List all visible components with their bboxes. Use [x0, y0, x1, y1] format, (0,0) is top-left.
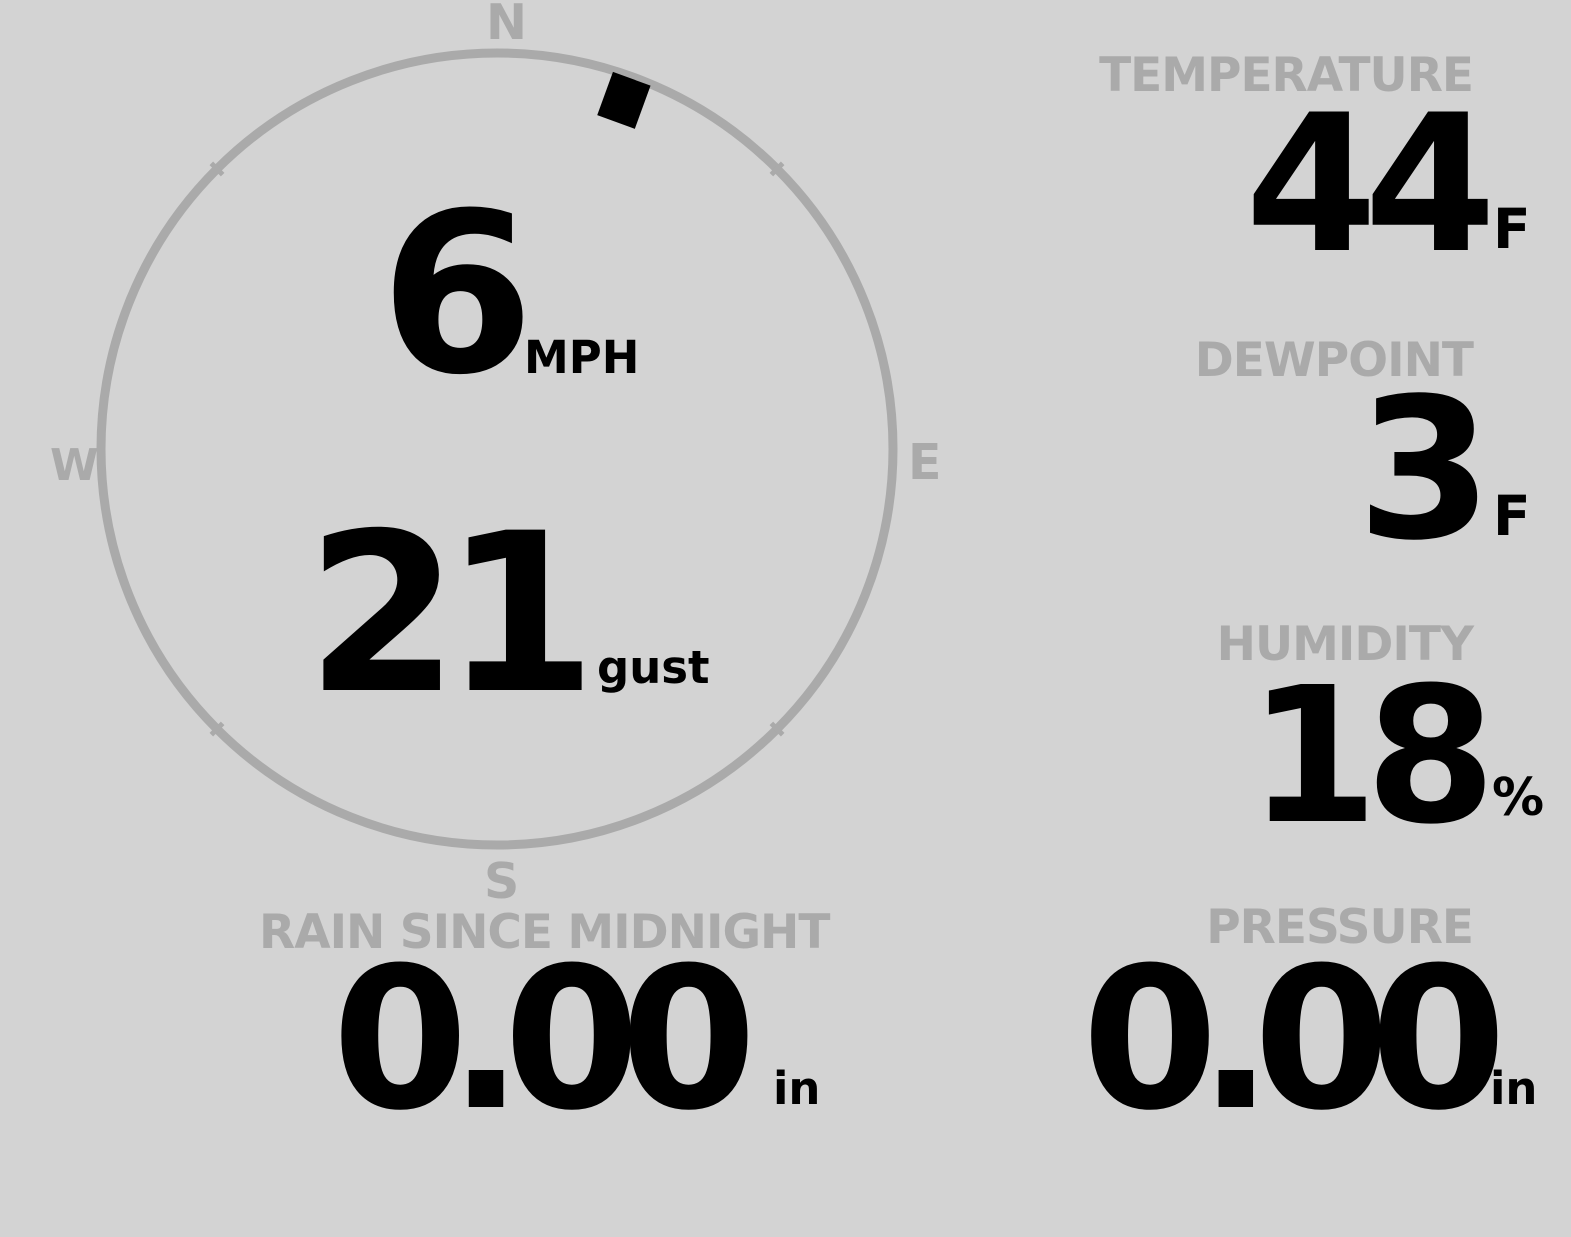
humidity-label: HUMIDITY	[1216, 617, 1474, 672]
rain-label: RAIN SINCE MIDNIGHT	[259, 905, 830, 960]
humidity-value: 18	[1247, 647, 1496, 866]
rain-unit: in	[773, 1062, 821, 1115]
compass-south-label: S	[484, 853, 520, 910]
compass-tick	[769, 161, 785, 177]
pressure-value: 0.00	[1081, 926, 1507, 1154]
dewpoint-unit: F	[1493, 484, 1531, 548]
wind-gust-value: 21	[306, 486, 597, 742]
dewpoint-label: DEWPOINT	[1194, 333, 1474, 388]
humidity-unit: %	[1492, 768, 1545, 828]
compass-west-label: W	[50, 440, 99, 491]
compass-tick	[769, 721, 785, 737]
rain-value: 0.00	[332, 926, 757, 1154]
dewpoint-value: 3	[1356, 356, 1493, 583]
temperature-value: 44	[1245, 74, 1496, 295]
pressure-unit: in	[1490, 1062, 1538, 1115]
wind-speed-unit: MPH	[524, 331, 640, 384]
temperature-unit: F	[1493, 197, 1531, 261]
temperature-label: TEMPERATURE	[1099, 48, 1474, 103]
compass-tick	[209, 161, 225, 177]
wind-direction-marker	[597, 71, 651, 129]
compass-ring	[96, 48, 898, 850]
compass-tick	[209, 721, 225, 737]
wind-gust-label: gust	[597, 641, 710, 694]
wind-speed-value: 6	[380, 166, 534, 424]
pressure-label: PRESSURE	[1206, 900, 1474, 955]
compass-north-label: N	[486, 0, 528, 51]
compass-east-label: E	[908, 434, 942, 491]
